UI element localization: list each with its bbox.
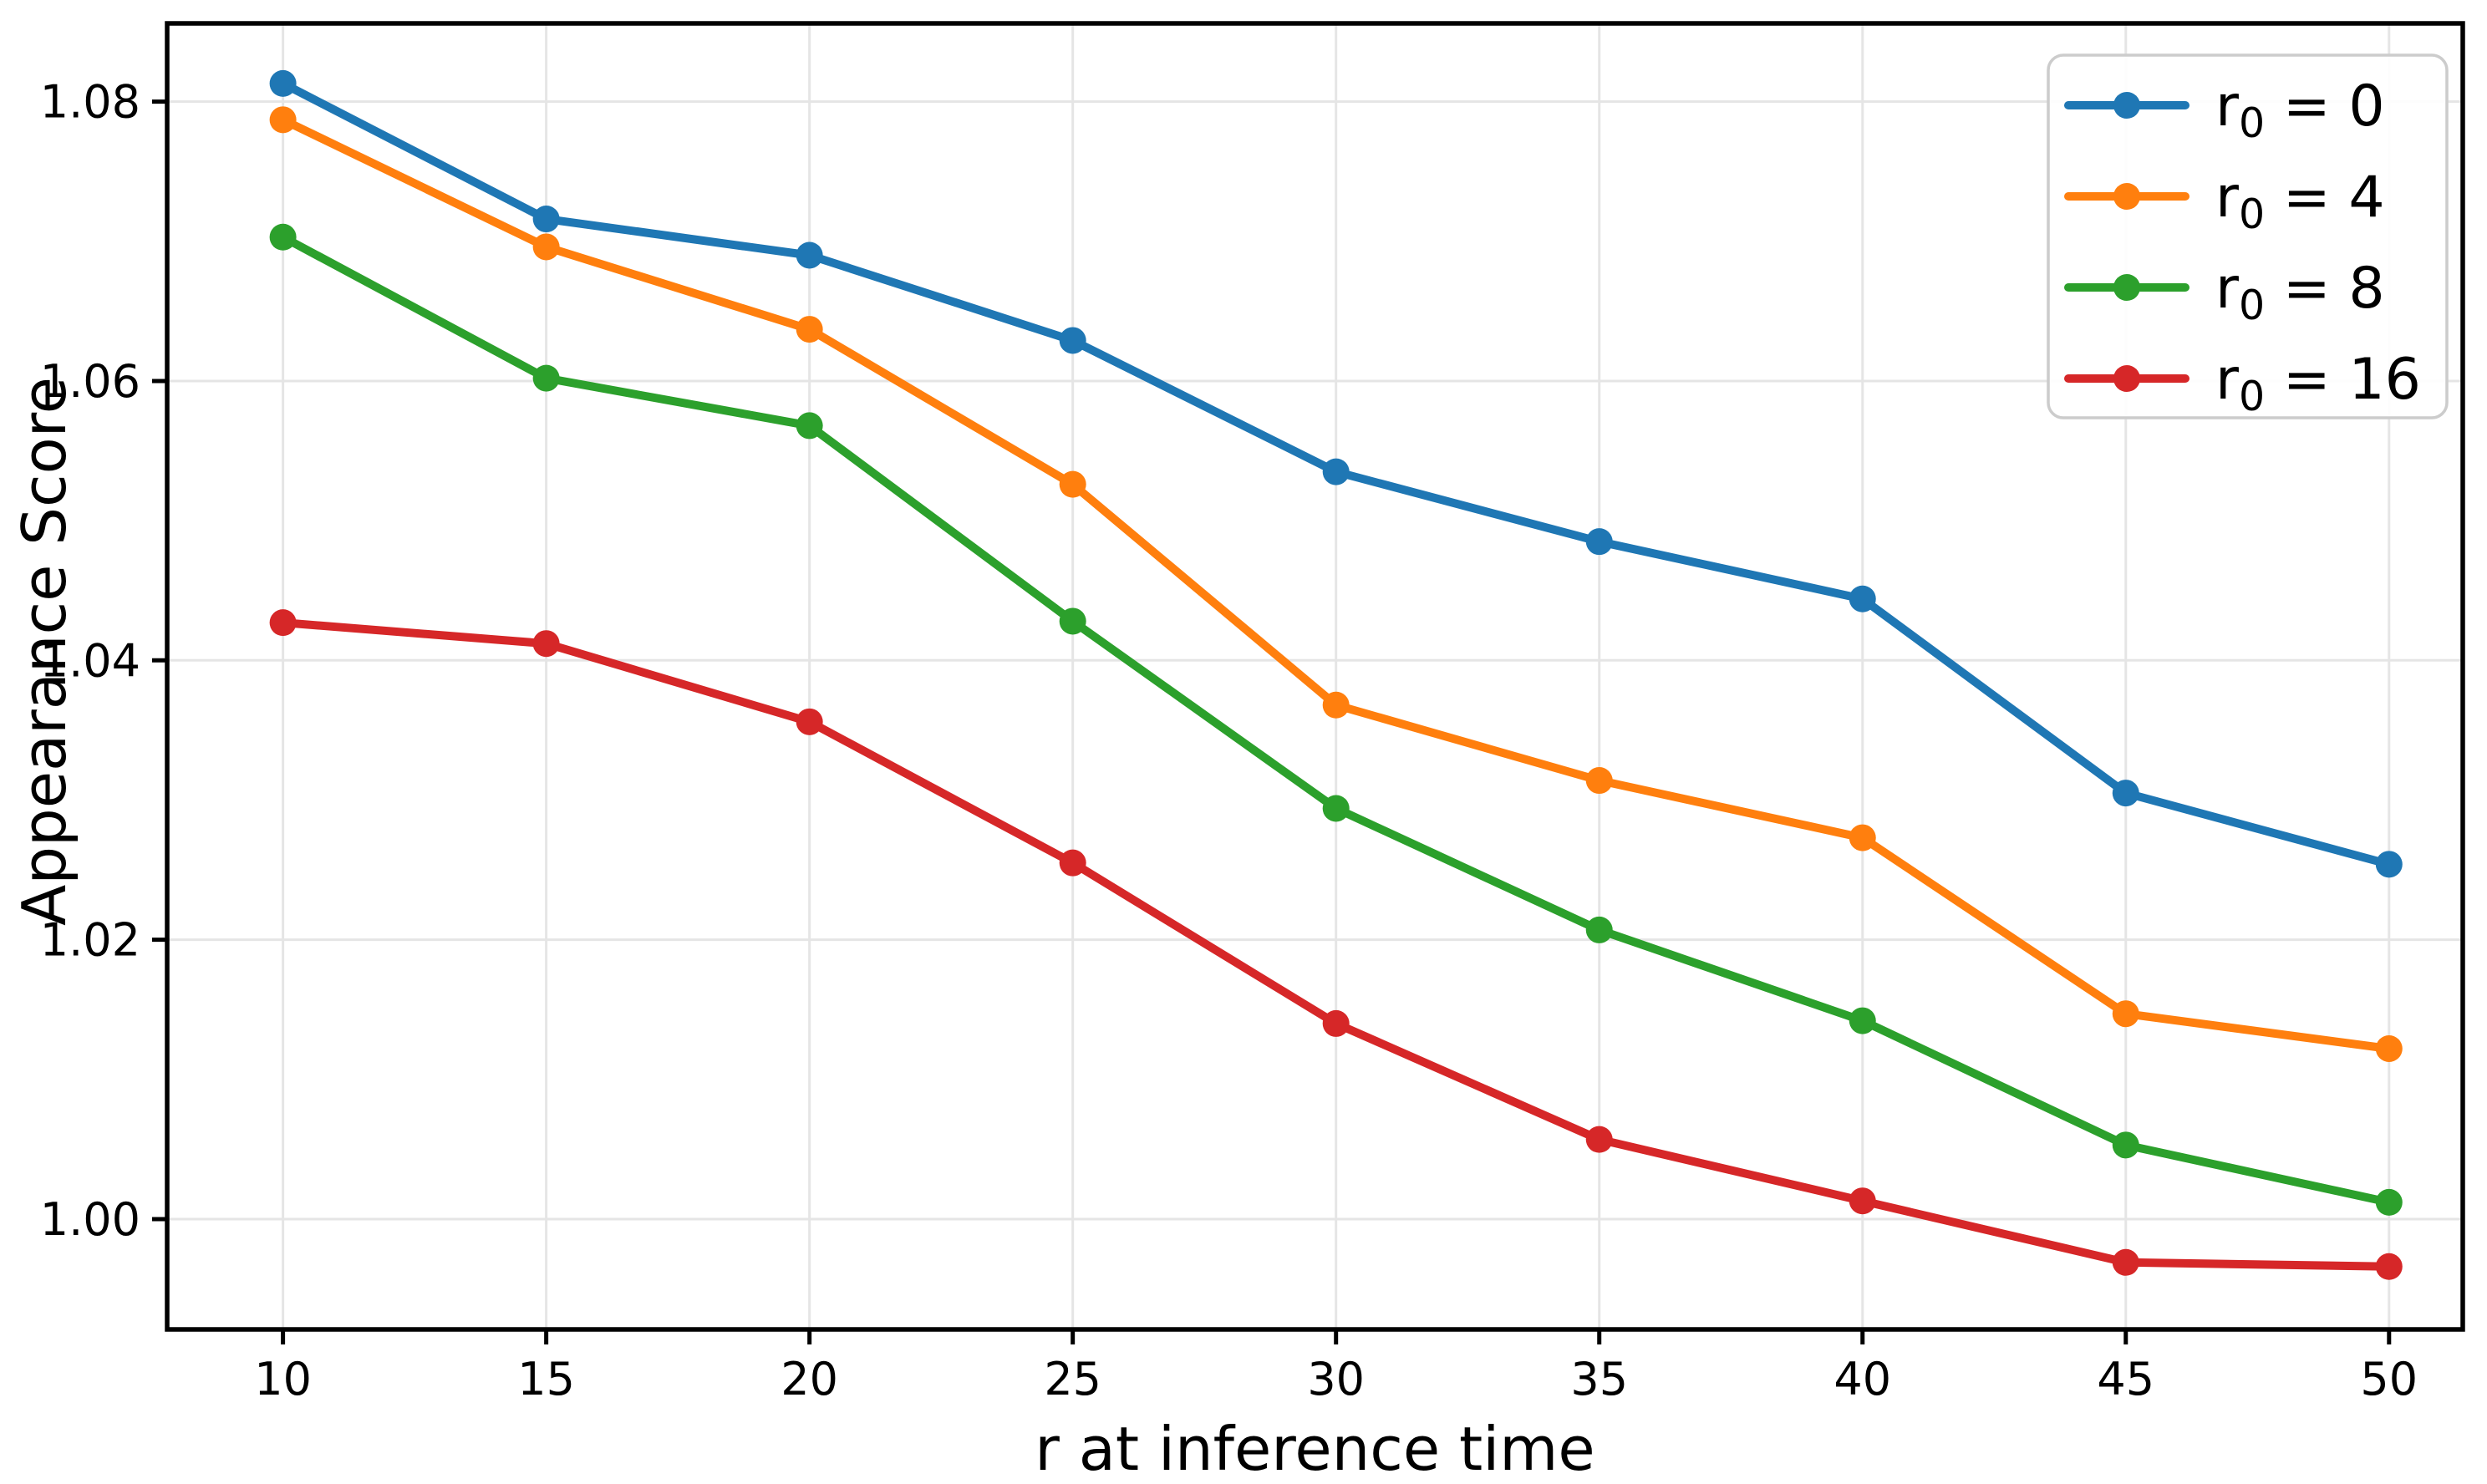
- data-point-marker: [1059, 470, 1086, 498]
- data-point-marker: [2375, 1034, 2403, 1062]
- data-point-marker: [269, 223, 297, 251]
- data-point-marker: [796, 412, 823, 440]
- x-tick-label: 15: [517, 1353, 575, 1405]
- x-tick-label: 40: [1833, 1353, 1891, 1405]
- data-point-marker: [532, 233, 560, 261]
- data-point-marker: [2112, 1000, 2139, 1028]
- legend-marker: [2113, 183, 2140, 210]
- y-axis: 1.00 1.02 1.04 1.06 1.08 Appearance Score: [9, 76, 167, 1246]
- data-point-marker: [532, 206, 560, 233]
- series-r0-0: [269, 69, 2403, 878]
- x-tick-label: 20: [781, 1353, 838, 1405]
- legend-entry-r0-4: r0 = 4: [2064, 165, 2385, 238]
- x-tick-label: 45: [2097, 1353, 2154, 1405]
- data-point-marker: [796, 708, 823, 735]
- legend-entry-r0-16: r0 = 16: [2064, 347, 2421, 420]
- data-point-marker: [2375, 1188, 2403, 1216]
- data-point-marker: [1849, 824, 1876, 851]
- legend-marker: [2113, 92, 2140, 119]
- series-r0-8: [269, 223, 2403, 1216]
- y-axis-label: Appearance Score: [9, 377, 79, 926]
- data-point-marker: [1849, 1007, 1876, 1034]
- legend: r0 = 0 r0 = 4 r0 = 8 r0 = 16: [2047, 53, 2449, 420]
- data-point-marker: [532, 364, 560, 392]
- legend-label: r0 = 4: [2215, 165, 2385, 238]
- data-point-marker: [1059, 607, 1086, 635]
- data-point-marker: [2375, 1253, 2403, 1280]
- data-point-marker: [1585, 916, 1613, 943]
- legend-box: [2047, 53, 2449, 419]
- legend-marker: [2113, 365, 2140, 392]
- data-point-marker: [1585, 1126, 1613, 1153]
- data-point-marker: [2112, 780, 2139, 807]
- data-point-marker: [2112, 1131, 2139, 1159]
- y-tick-label: 1.02: [40, 914, 140, 967]
- x-tick-label: 50: [2360, 1353, 2418, 1405]
- data-point-marker: [1585, 767, 1613, 795]
- series-r0-4: [269, 106, 2403, 1062]
- legend-label: r0 = 16: [2215, 347, 2421, 420]
- data-point-marker: [269, 609, 297, 637]
- legend-label: r0 = 0: [2215, 74, 2385, 147]
- data-point-marker: [1849, 1187, 1876, 1215]
- data-point-marker: [796, 241, 823, 269]
- data-point-marker: [1322, 795, 1350, 822]
- legend-entry-r0-0: r0 = 0: [2064, 74, 2385, 147]
- y-tick-label: 1.04: [40, 634, 140, 687]
- x-tick-label: 10: [254, 1353, 312, 1405]
- data-point-marker: [1322, 691, 1350, 719]
- data-point-marker: [2112, 1248, 2139, 1276]
- x-tick-label: 35: [1570, 1353, 1628, 1405]
- data-point-marker: [1322, 1009, 1350, 1037]
- data-point-marker: [1059, 849, 1086, 877]
- series-r0-16: [269, 609, 2403, 1280]
- legend-marker: [2113, 274, 2140, 301]
- x-axis: 10 15 20 25 30 35 40 45 50 r at inference time: [254, 1329, 2418, 1484]
- legend-label: r0 = 8: [2215, 256, 2385, 329]
- data-point-marker: [532, 630, 560, 658]
- y-tick-label: 1.00: [40, 1193, 140, 1246]
- legend-entry-r0-8: r0 = 8: [2064, 256, 2385, 329]
- data-point-marker: [269, 106, 297, 134]
- data-point-marker: [1059, 327, 1086, 354]
- data-point-marker: [2375, 851, 2403, 878]
- data-point-marker: [1849, 585, 1876, 612]
- plot-frame: [165, 21, 2465, 1332]
- x-tick-label: 25: [1044, 1353, 1101, 1405]
- y-tick-label: 1.06: [40, 355, 140, 408]
- x-tick-label: 30: [1307, 1353, 1365, 1405]
- data-point-marker: [269, 69, 297, 97]
- data-point-marker: [796, 316, 823, 343]
- x-axis-label: r at inference time: [1035, 1414, 1594, 1484]
- data-point-marker: [1585, 528, 1613, 556]
- data-point-marker: [1322, 458, 1350, 485]
- y-tick-label: 1.08: [40, 76, 140, 129]
